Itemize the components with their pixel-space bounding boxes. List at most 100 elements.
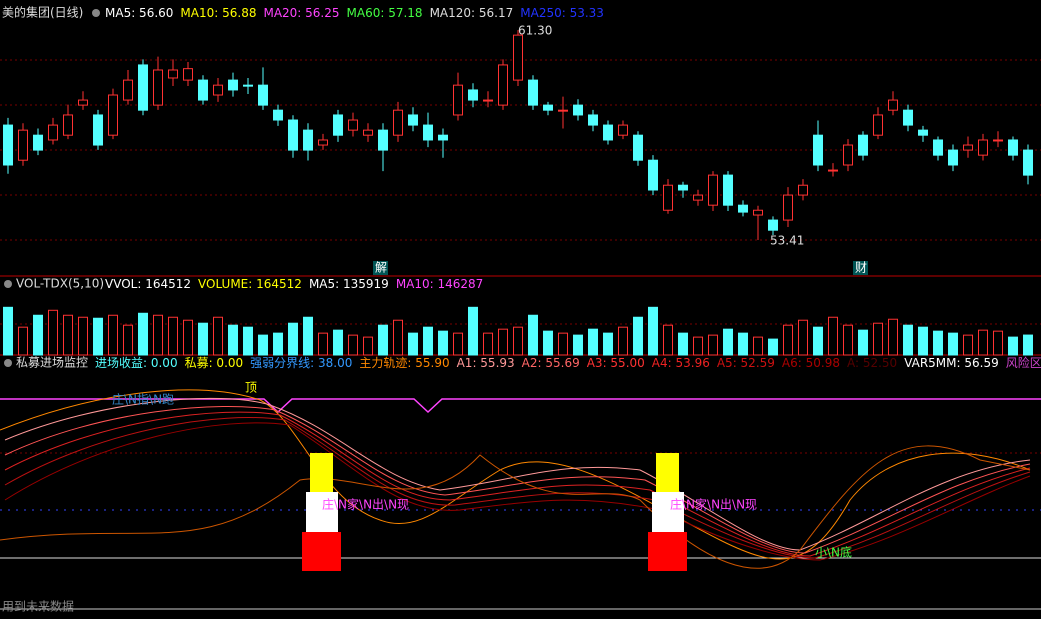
collapse-icon[interactable] [92, 9, 100, 17]
volume-bar [153, 314, 163, 356]
volume-bar [873, 322, 883, 356]
candle-body [213, 84, 223, 96]
candle-body [63, 114, 73, 136]
volume-bar [783, 324, 793, 356]
volume-bar [1008, 336, 1018, 356]
volume-bar [123, 324, 133, 356]
signal-block [310, 453, 333, 492]
legend-item: 主力轨迹: 55.90 [359, 356, 449, 370]
candle-body [708, 174, 718, 206]
volume-bar [363, 336, 373, 356]
volume-bar [633, 316, 643, 356]
event-label: 财 [855, 261, 867, 275]
volume-bar [48, 309, 58, 356]
candle-body [828, 169, 838, 172]
footer-note: 用到未来数据 [2, 599, 74, 614]
candle-body [393, 109, 403, 136]
legend: MA5: 56.60 MA10: 56.88 MA20: 56.25 MA60: 57… [105, 6, 604, 20]
candle-body [243, 84, 253, 87]
volume-bar [558, 332, 568, 356]
legend-item: VOLUME: 164512 [198, 277, 302, 291]
candle-body [663, 184, 673, 211]
candle-body [1023, 149, 1033, 176]
legend: 进场收益: 0.00 私募: 0.00 强弱分界线: 38.00 主力轨迹: 55.9… [95, 355, 1041, 370]
signal-block [306, 492, 338, 532]
volume-bar [963, 334, 973, 356]
volume-bar [543, 330, 553, 356]
volume-bar [918, 326, 928, 356]
volume-bar [348, 334, 358, 356]
candle-body [933, 139, 943, 156]
volume-bar [393, 319, 403, 356]
chart-title: VOL-TDX(5,10) [16, 277, 104, 291]
signal-block [652, 492, 684, 532]
candle-body [3, 124, 13, 166]
candle-body [78, 99, 88, 106]
candle-body [453, 84, 463, 116]
legend-item: VAR5MM: 56.59 [904, 356, 999, 370]
legend-item: MA10: 56.88 [180, 6, 256, 20]
collapse-icon[interactable] [4, 280, 12, 288]
candle-body [48, 124, 58, 141]
legend-item: 进场收益: 0.00 [95, 356, 178, 370]
chart-title: 美的集团(日线) [2, 5, 83, 20]
candle-body [93, 114, 103, 146]
candle-body [138, 64, 148, 111]
volume-bar [663, 324, 673, 356]
volume-bar [738, 332, 748, 356]
signal-block [656, 453, 679, 492]
candle-body [1008, 139, 1018, 156]
volume-bar [93, 317, 103, 356]
volume-bar [528, 314, 538, 356]
volume-bar [198, 322, 208, 356]
volume-bar [768, 338, 778, 356]
legend-item: A4: 53.96 [652, 356, 710, 370]
candle-body [813, 134, 823, 166]
volume-bar [573, 334, 583, 356]
candle-body [438, 134, 448, 141]
volume-bar [468, 306, 478, 356]
orange-curve [0, 445, 1031, 569]
volume-bar [588, 328, 598, 356]
candle-body [423, 124, 433, 141]
candle-body [288, 119, 298, 151]
candle-body [603, 124, 613, 141]
annotation: 庄\N家\N出\N现 [322, 497, 409, 512]
candle-body [273, 109, 283, 121]
candle-body [228, 79, 238, 91]
volume-bar [438, 330, 448, 356]
volume-bar [423, 326, 433, 356]
volume-bar [78, 316, 88, 356]
candle-body [573, 104, 583, 116]
volume-bar [453, 332, 463, 356]
volume-bar [108, 314, 118, 356]
volume-bar [303, 316, 313, 356]
legend-item: 强弱分界线: 38.00 [250, 356, 352, 370]
candle-body [978, 139, 988, 156]
volume-bar [603, 332, 613, 356]
candle-body [18, 129, 28, 161]
volume-bar [213, 316, 223, 356]
legend-item: 私募: 0.00 [185, 356, 244, 370]
candle-body [798, 184, 808, 196]
candle-body [948, 149, 958, 166]
legend-item: A1: 55.93 [457, 356, 515, 370]
candle-body [513, 34, 523, 81]
legend-item: MA5: 56.60 [105, 6, 173, 20]
candle-body [963, 144, 973, 151]
volume-bar [888, 318, 898, 356]
volume-bar [843, 324, 853, 356]
volume-bar [273, 332, 283, 356]
candle-body [918, 129, 928, 136]
legend-item: VVOL: 164512 [105, 277, 191, 291]
volume-bar [903, 324, 913, 356]
candle-body [768, 219, 778, 231]
volume-bar [693, 336, 703, 356]
volume-bar [828, 316, 838, 356]
collapse-icon[interactable] [4, 359, 12, 367]
volume-bar [408, 332, 418, 356]
panel-frames [0, 59, 1041, 610]
candle-body [258, 84, 268, 106]
